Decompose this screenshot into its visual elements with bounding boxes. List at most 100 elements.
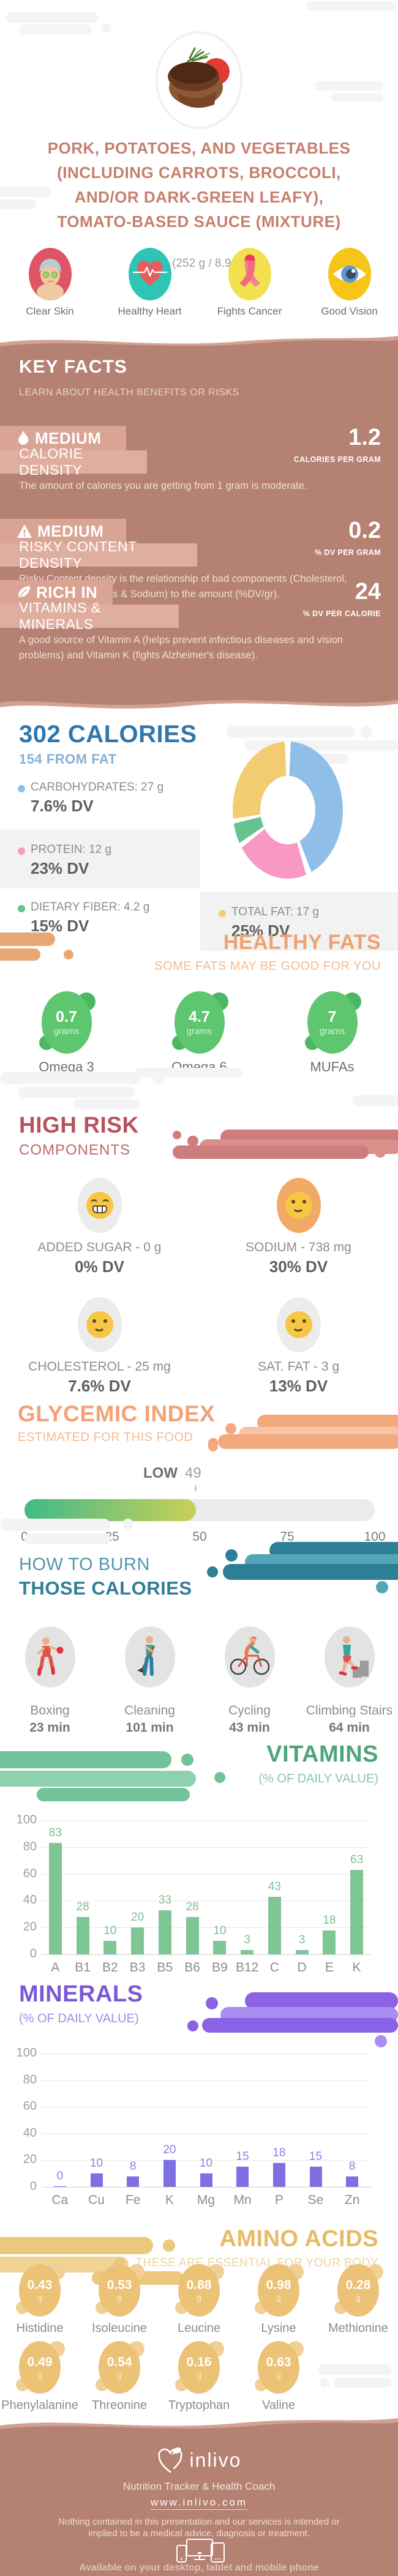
activity-minutes: 101 min [126,1721,174,1735]
bar-value: 10 [89,2157,103,2170]
legend-dv-value: 25% DV [231,921,290,940]
bar-E [323,1930,336,1954]
high-risk-item: ADDED SUGAR - 0 g 0% DV [0,1178,199,1276]
brand-name: inlivo [189,2449,242,2471]
risk-label: SAT. FAT - 3 g [257,1360,340,1374]
y-axis-label: 100 [16,1813,37,1826]
activity-label: Cleaning [124,1703,175,1718]
burn-activity: Cycling 43 min [200,1626,299,1735]
vitamins-bar-chart: 0 20 40 60 80 100 83 A 28 B1 10 B2 20 B3 33 B5 28 B6 10 B9 3… [12,1799,383,1982]
legend-dv-value: 7.6% DV [31,797,94,815]
amino-acid-label: Valine [261,2399,296,2412]
x-axis-label: B5 [157,1960,173,1975]
devices-icon [0,2538,398,2568]
amino-acid-item: 0.53 g Isoleucine [80,2264,159,2336]
x-axis-label: B2 [102,1960,118,1975]
footer-top-wave [0,2418,398,2435]
fact-calorie-density-unit: CALORIES PER GRAM [293,455,381,464]
amino-acid-label: Isoleucine [91,2321,148,2335]
serving-size: Cup (252 g / 8.9 oz) [148,257,250,270]
fact-calorie-density-name: CALORIE DENSITY [0,445,147,478]
minerals-title: MINERALS [19,1981,143,2007]
healthy-fat-label: MUFAs [310,1059,355,1074]
green-blob: 4.7 grams [171,991,228,1054]
amino-acid-item: 0.54 g Threonine [80,2341,159,2413]
gi-scale-label: 100 [364,1530,386,1544]
bar-value: 8 [129,2159,137,2173]
bar-value: 0 [56,2169,64,2183]
benefit-label: Good Vision [321,305,378,317]
page-title: PORK, POTATOES, AND VEGETABLES (INCLUDIN… [47,139,351,231]
fact-calorie-density-value: 1.2 [348,425,381,450]
gold-blob: 0.28 g [334,2264,383,2317]
footer-tagline: Nutrition Tracker & Health Coach [122,2481,276,2492]
legend-dot [18,785,25,792]
y-axis-label: 0 [29,1947,37,1960]
good-vision-icon [328,248,371,300]
bar-K [350,1870,364,1954]
minerals-bar-chart: 0 20 40 60 80 100 0 Ca 10 Cu 8 Fe 20 K 10 Mg 15 Mn 18 P 15 Se… [12,2033,383,2216]
amino-acid-item: 0.63 g Valine [239,2341,318,2413]
gold-blob: 0.88 g [175,2264,224,2317]
bar-Fe [127,2176,140,2187]
food-photo [158,34,240,127]
legend-dot [18,847,25,855]
bar-value: 8 [348,2159,356,2173]
healthy-fat-label: Omega 3 [39,1059,94,1074]
cleaning-icon [124,1626,175,1688]
chart-gridline [42,2080,370,2081]
x-axis-label: K [165,2193,174,2207]
x-axis-label: B12 [235,1960,259,1975]
chart-gridline [42,1954,370,1955]
legend-label: CARBOHYDRATES: 27 g [31,781,164,794]
amino-acid-label: Methionine [328,2321,388,2335]
calories-subtitle: 154 FROM FAT [19,751,117,767]
y-axis-label: 80 [23,1839,37,1853]
x-axis-label: E [325,1960,334,1975]
chart-gridline [42,1874,370,1875]
chart-gridline [42,1820,370,1821]
bar-value: 33 [158,1893,171,1907]
bar-value: 3 [244,1934,250,1947]
fact-risky-density-value: 0.2 [348,518,381,543]
keyfacts-bottom-wave [0,694,398,709]
keyfacts-title: KEY FACTS [19,357,127,377]
y-axis-label: 80 [23,2072,37,2086]
gold-blob: 0.63 g [255,2341,304,2394]
inlivo-heart-leaf-icon [158,2447,182,2473]
activity-label: Climbing Stairs [306,1703,393,1718]
glycemic-index-marker [195,1486,197,1491]
green-blob: 0.7 grams [39,991,96,1054]
y-axis-label: 0 [29,2180,37,2193]
gold-blob: 0.16 g [175,2341,224,2394]
y-axis-label: 100 [16,2046,37,2060]
healthy-fat-item: 7 grams MUFAs [266,991,398,1075]
climbing-stairs-icon [324,1626,375,1688]
bar-B5 [158,1910,171,1954]
vitamins-subtitle: (% OF DAILY VALUE) [258,1772,378,1785]
y-axis-label: 40 [23,2126,37,2140]
bar-value: 10 [213,1924,227,1938]
footer-availability: Available on your desktop, tablet and mo… [79,2563,319,2573]
benefit-fights-cancer: Fights Cancer [200,248,299,318]
footer-disclaimer: Nothing contained in this presentation a… [58,2517,340,2539]
bar-K [163,2160,176,2187]
activity-label: Cycling [228,1703,271,1718]
footer-url[interactable]: www.inlivo.com [0,2496,398,2510]
legend-highlight-stripe [200,892,398,951]
bar-C [268,1896,281,1954]
bar-value: 18 [272,2146,286,2159]
healthy-fats-title: HEALTHY FATS [223,931,381,954]
x-axis-label: Mg [197,2193,216,2207]
legend-dv-value: 15% DV [31,917,89,935]
legend-label: PROTEIN: 12 g [31,843,111,856]
amino-acids-title: AMINO ACIDS [219,2226,378,2252]
fact-vitamins-level: RICH IN [0,580,113,605]
risk-label: CHOLESTEROL - 25 mg [28,1360,171,1374]
bar-B6 [186,1916,199,1954]
fact-vitamins-unit: % DV PER CALORIE [302,609,381,618]
keyfacts-subtitle: LEARN ABOUT HEALTH BENEFITS OR RISKS [19,387,239,398]
risk-dv-value: 13% DV [269,1377,328,1395]
activity-label: Boxing [30,1703,70,1718]
high-risk-item: SAT. FAT - 3 g 13% DV [199,1297,398,1396]
